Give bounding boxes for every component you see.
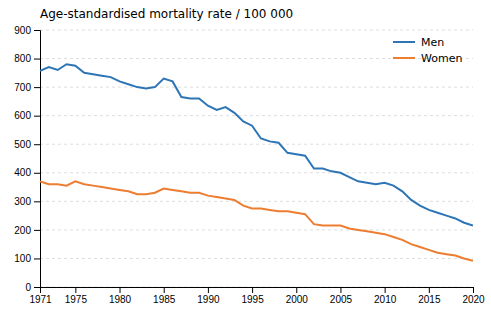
x-tick-mark (208, 287, 209, 293)
y-tick: 500 (14, 139, 40, 150)
y-tick-mark (34, 87, 40, 88)
chart: 1971197519801985199019952000200520102015… (0, 0, 491, 313)
grid (40, 30, 473, 287)
y-tick-mark (34, 201, 40, 202)
x-tick: 1980 (109, 287, 132, 305)
x-tick-label: 1975 (65, 294, 88, 305)
grid-line (40, 258, 473, 259)
y-tick-mark (34, 116, 40, 117)
y-tick: 700 (14, 82, 40, 93)
x-tick-mark (164, 287, 165, 293)
y-tick: 0 (25, 282, 40, 293)
x-tick: 1971 (29, 287, 52, 305)
x-tick-mark (120, 287, 121, 293)
y-tick-mark (34, 59, 40, 60)
y-tick-label: 300 (14, 196, 31, 207)
y-tick-label: 200 (14, 225, 31, 236)
y-tick-label: 400 (14, 167, 31, 178)
x-tick-label: 2005 (330, 294, 353, 305)
x-tick-mark (429, 287, 430, 293)
y-axis-line (34, 31, 41, 288)
y-axis: 0 100 200 300 400 500 600 700 800 900 (14, 25, 40, 293)
x-tick-mark (340, 287, 341, 293)
y-tick: 900 (14, 25, 40, 36)
grid-line (40, 58, 473, 59)
x-tick-label: 2015 (418, 294, 441, 305)
x-tick-label: 1971 (29, 294, 52, 305)
y-tick-label: 0 (25, 282, 31, 293)
y-tick-mark (34, 173, 40, 174)
x-tick-label: 2000 (286, 294, 309, 305)
lines (40, 64, 473, 260)
y-tick-label: 900 (14, 25, 31, 36)
y-tick-label: 500 (14, 139, 31, 150)
y-tick-label: 100 (14, 253, 31, 264)
x-tick: 2005 (330, 287, 353, 305)
grid-line (40, 201, 473, 202)
y-tick: 600 (14, 110, 40, 121)
x-tick-mark (252, 287, 253, 293)
title: Age-standardised mortality rate / 100 00… (40, 7, 293, 21)
x-tick: 2020 (462, 287, 485, 305)
legend-label: Men (421, 36, 444, 49)
x-tick: 2010 (374, 287, 397, 305)
y-tick-mark (34, 287, 40, 288)
x-tick: 1995 (241, 287, 264, 305)
x-tick-label: 2010 (374, 294, 397, 305)
x-tick: 1990 (197, 287, 220, 305)
grid-line (40, 87, 473, 88)
y-tick-label: 700 (14, 82, 31, 93)
y-tick: 400 (14, 167, 40, 178)
grid-line (40, 172, 473, 173)
y-tick-mark (34, 144, 40, 145)
y-tick: 300 (14, 196, 40, 207)
x-axis-line (41, 288, 474, 294)
x-tick-mark (75, 287, 76, 293)
legend: Men Women (393, 36, 462, 65)
x-tick-mark (473, 287, 474, 293)
series-line (40, 181, 473, 260)
x-tick-label: 1985 (153, 294, 176, 305)
y-tick: 200 (14, 225, 40, 236)
legend-label: Women (421, 52, 462, 65)
legend-item: Women (393, 52, 462, 65)
x-axis: 1971 1975 1980 1985 1990 1995 2000 2005 2010 2015… (29, 287, 485, 305)
y-tick-label: 800 (14, 53, 31, 64)
y-tick: 100 (14, 253, 40, 264)
grid-line (40, 144, 473, 145)
legend-swatch (393, 57, 415, 59)
series-line (40, 64, 473, 225)
x-tick: 1985 (153, 287, 176, 305)
x-tick-label: 1990 (197, 294, 220, 305)
grid-line (40, 229, 473, 230)
x-tick-mark (385, 287, 386, 293)
x-tick: 2015 (418, 287, 441, 305)
x-tick: 2000 (286, 287, 309, 305)
x-tick-label: 1995 (241, 294, 264, 305)
x-tick-label: 1980 (109, 294, 132, 305)
grid-line (40, 115, 473, 116)
y-tick-mark (34, 258, 40, 259)
y-tick-mark (34, 230, 40, 231)
x-tick-mark (296, 287, 297, 293)
grid-line (40, 30, 473, 31)
legend-swatch (393, 41, 415, 43)
y-tick: 800 (14, 53, 40, 64)
y-tick-mark (34, 30, 40, 31)
plot: 1971197519801985199019952000200520102015… (14, 25, 485, 305)
x-tick: 1975 (65, 287, 88, 305)
x-tick-label: 2020 (462, 294, 485, 305)
y-tick-label: 600 (14, 110, 31, 121)
legend-item: Men (393, 36, 444, 49)
